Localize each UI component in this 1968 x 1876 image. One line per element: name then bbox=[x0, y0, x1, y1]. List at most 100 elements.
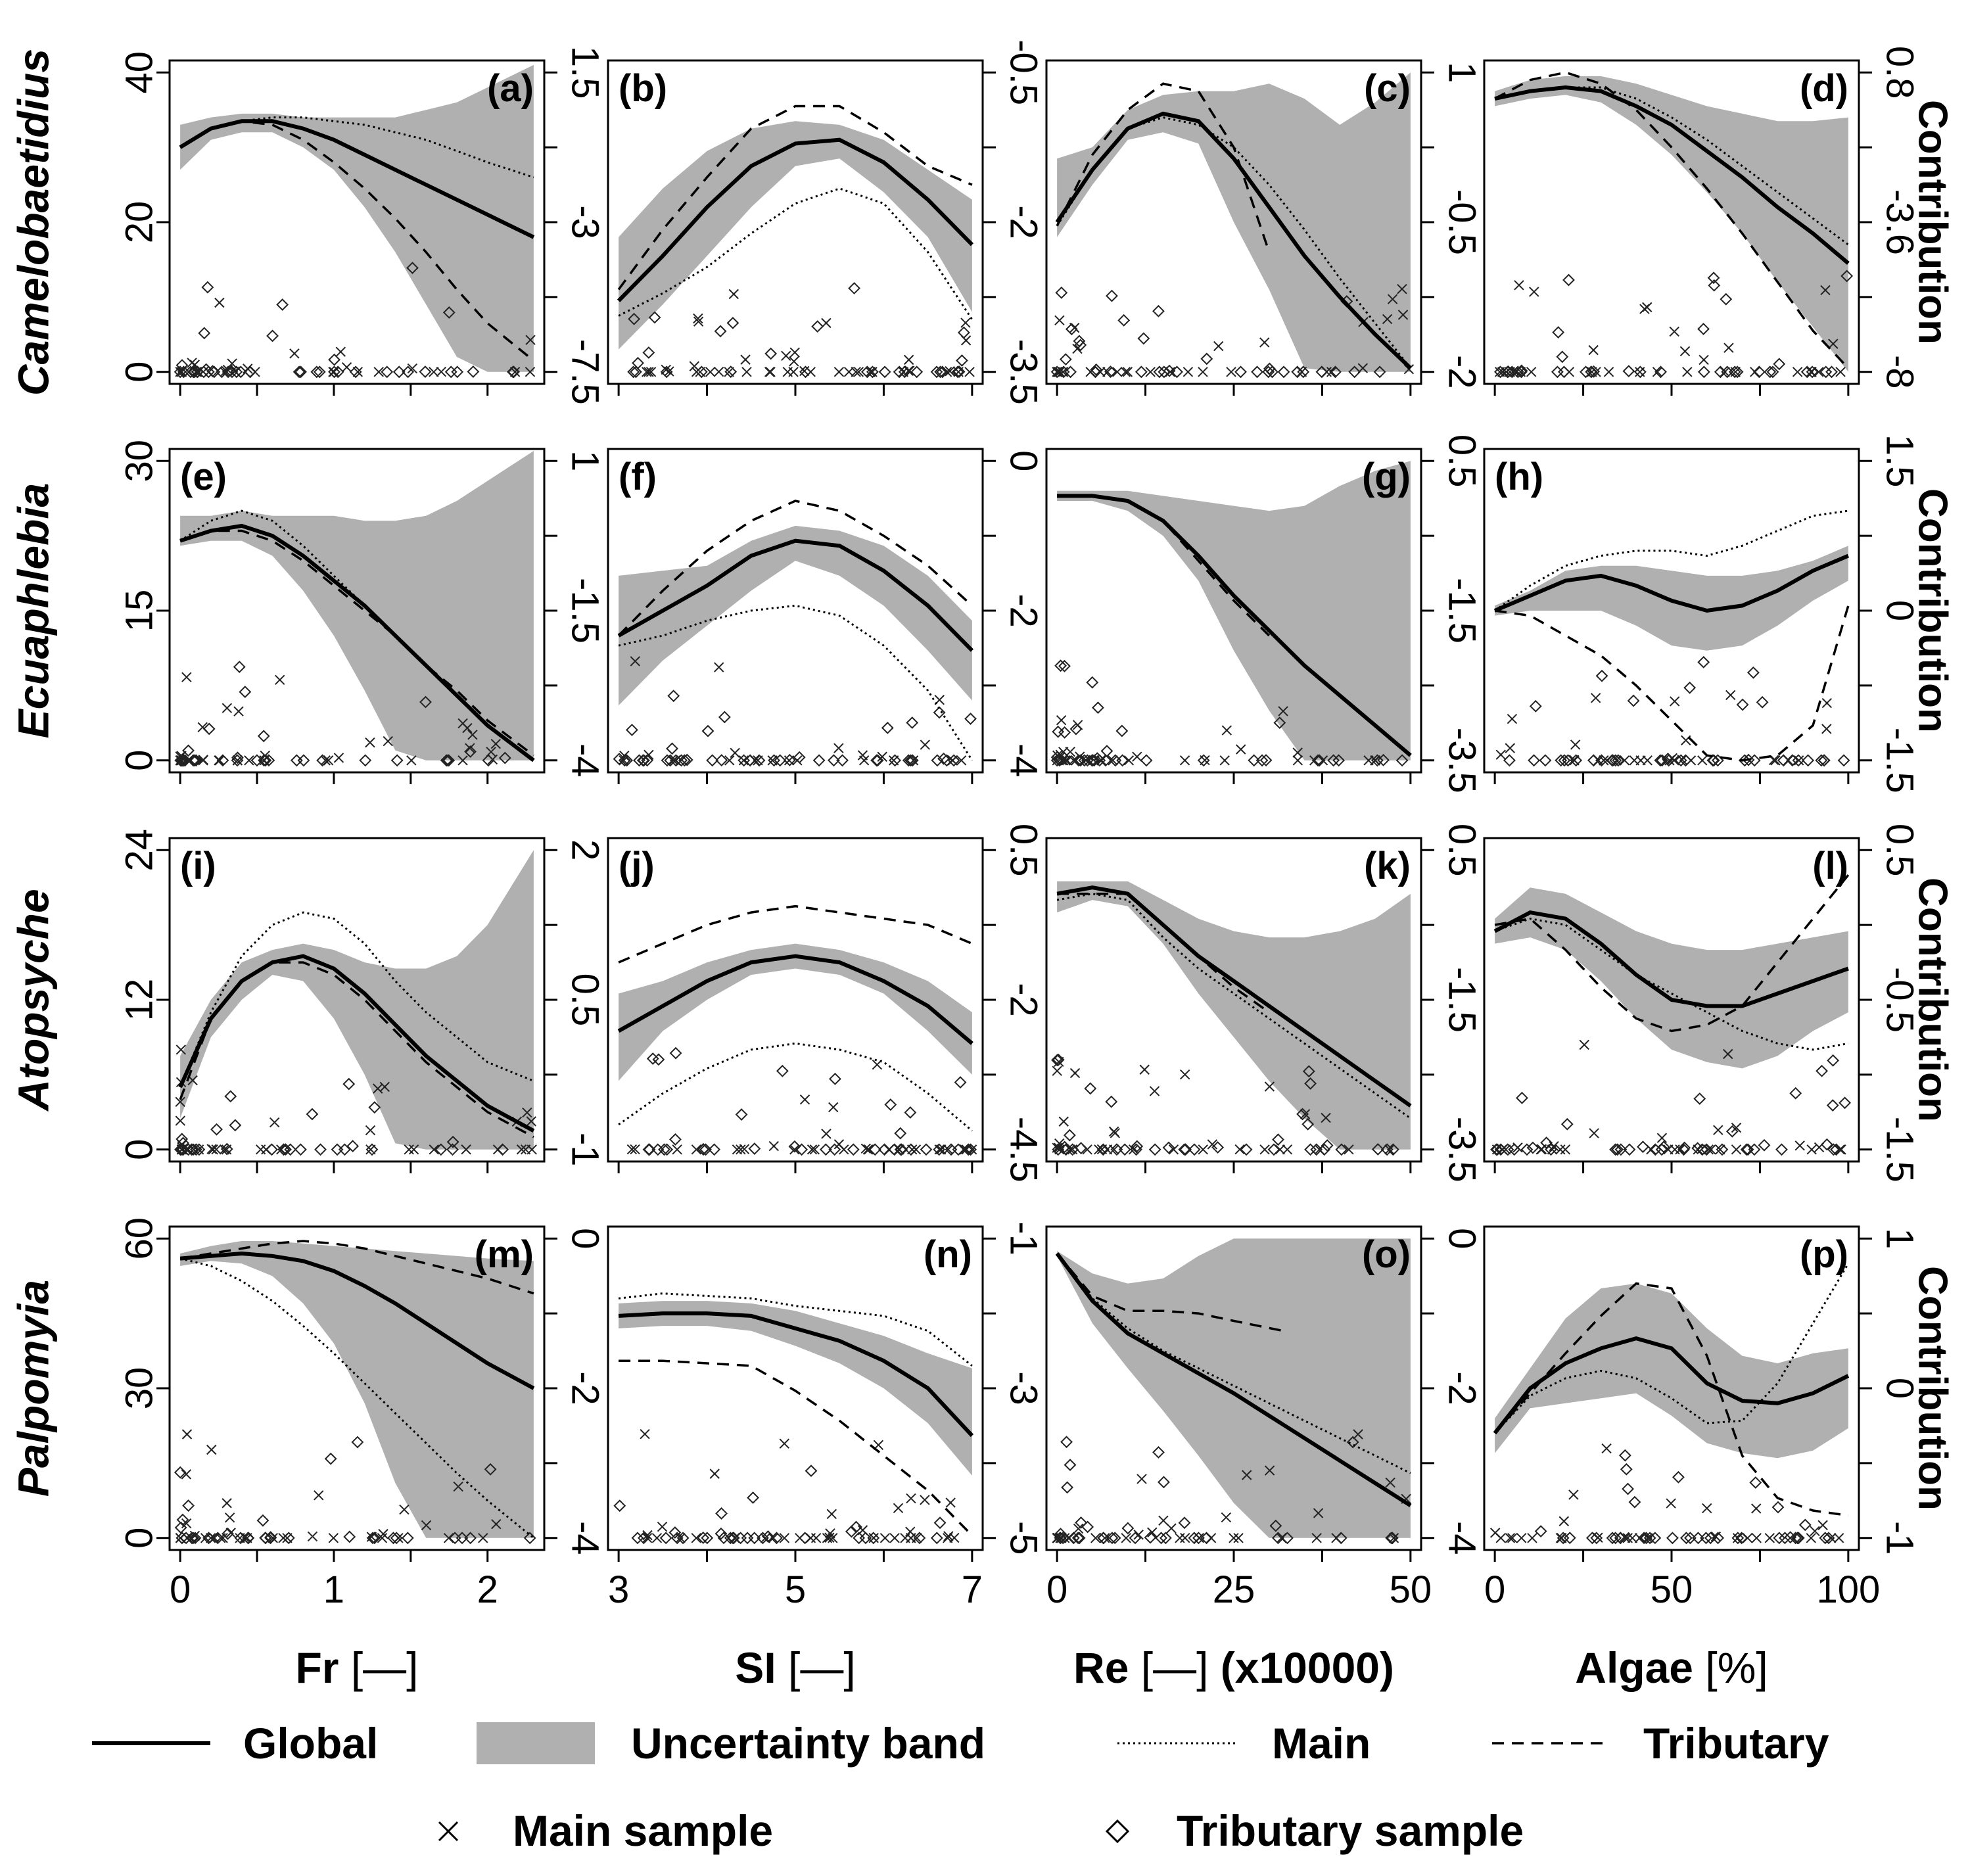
main-sample-point bbox=[1090, 1533, 1101, 1543]
main-sample-point bbox=[1732, 1533, 1743, 1543]
tributary-sample-point bbox=[1827, 1143, 1840, 1156]
row-title: Atopsyche bbox=[9, 889, 57, 1112]
main-sample-point bbox=[1166, 1523, 1177, 1534]
tributary-sample-point bbox=[1072, 754, 1085, 767]
main-sample-point bbox=[1060, 755, 1071, 766]
tributary-sample-point bbox=[1825, 365, 1838, 379]
tributary-sample-point bbox=[250, 754, 264, 767]
tributary-sample-point bbox=[1259, 754, 1273, 766]
main-sample-point bbox=[275, 674, 285, 686]
tributary-sample-point bbox=[222, 1527, 234, 1540]
main-sample-point bbox=[860, 1143, 872, 1154]
tributary-sample-point bbox=[310, 365, 323, 379]
main-sample-point bbox=[1353, 1429, 1363, 1440]
main-sample-point bbox=[1527, 1533, 1537, 1543]
main-sample-point bbox=[378, 1528, 388, 1539]
tributary-sample-point bbox=[859, 1532, 872, 1545]
tributary-sample-point bbox=[1251, 365, 1263, 379]
main-sample-point bbox=[1067, 1144, 1078, 1155]
tributary-sample-point bbox=[957, 326, 970, 339]
tributary-sample-point bbox=[1074, 339, 1087, 352]
tributary-sample-point bbox=[1666, 1532, 1679, 1545]
panel-label: (e) bbox=[180, 456, 227, 498]
right-tick-label: -4 bbox=[564, 743, 607, 778]
tributary-sample-point bbox=[1248, 754, 1261, 767]
tributary-sample-point bbox=[1116, 754, 1129, 767]
panel-label: (c) bbox=[1364, 67, 1411, 110]
tributary-sample-point bbox=[1587, 754, 1600, 767]
sample-points bbox=[1052, 1429, 1411, 1545]
main-sample-point bbox=[1634, 1533, 1645, 1543]
tributary-sample-point bbox=[945, 1143, 958, 1156]
main-sample-point bbox=[1219, 755, 1230, 766]
tributary-sample-point bbox=[313, 365, 326, 379]
tributary-sample-point bbox=[1386, 1143, 1399, 1156]
left-tick-label: 60 bbox=[118, 1217, 160, 1260]
x-axis-unit: [—] bbox=[351, 1643, 419, 1692]
tributary-sample-point bbox=[216, 365, 228, 379]
tributary-sample-point bbox=[633, 754, 645, 767]
main-sample-point bbox=[1820, 285, 1831, 296]
tributary-sample-point bbox=[1806, 365, 1819, 379]
main-sample-point bbox=[1713, 1125, 1723, 1135]
row-title: Ecuaphlebia bbox=[9, 483, 57, 739]
tributary-sample-point bbox=[1234, 365, 1247, 379]
main-sample-point bbox=[705, 367, 716, 377]
tributary-sample-point bbox=[697, 1143, 710, 1156]
main-sample-point bbox=[1102, 367, 1113, 377]
tributary-sample-point bbox=[956, 354, 968, 367]
main-sample-point bbox=[853, 367, 864, 377]
tributary-sample-point bbox=[1105, 1095, 1118, 1108]
tributary-sample-point bbox=[264, 1531, 277, 1543]
main-sample-point bbox=[1158, 1515, 1169, 1526]
right-tick-label: 1.5 bbox=[1879, 434, 1921, 488]
tributary-sample-point bbox=[1618, 1449, 1631, 1462]
main-sample-point bbox=[1703, 1144, 1714, 1155]
main-sample-point bbox=[1833, 1533, 1844, 1543]
main-sample-point bbox=[1560, 1144, 1571, 1155]
tributary-sample-point bbox=[1684, 1532, 1697, 1545]
tributary-sample-point bbox=[1380, 1143, 1394, 1156]
tributary-sample-point bbox=[1211, 1141, 1225, 1154]
main-sample-point bbox=[522, 1107, 532, 1118]
tributary-sample-point bbox=[1840, 270, 1854, 283]
main-sample-point bbox=[187, 358, 197, 368]
main-sample-point bbox=[945, 365, 955, 377]
main-sample-point bbox=[393, 1533, 404, 1543]
main-sample-point bbox=[211, 1144, 222, 1155]
main-sample-point bbox=[1073, 1523, 1084, 1534]
tributary-sample-point bbox=[1692, 1532, 1704, 1545]
right-tick-label: -0.5 bbox=[1879, 967, 1921, 1033]
main-sample-point bbox=[525, 335, 536, 345]
x-axis-label: SI [—] bbox=[735, 1643, 855, 1692]
tributary-sample-point bbox=[1061, 1481, 1074, 1494]
tributary-sample-point bbox=[669, 1046, 682, 1060]
main-sample-point bbox=[491, 1518, 502, 1530]
tributary-sample-point bbox=[1627, 694, 1640, 707]
main-sample-point bbox=[825, 1528, 835, 1539]
main-sample-point bbox=[1516, 1533, 1527, 1543]
main-sample-point bbox=[1619, 755, 1630, 766]
sample-points bbox=[627, 282, 975, 379]
panel-f: (f) -4 -2 0 bbox=[607, 448, 1045, 784]
tributary-sample-point bbox=[1291, 365, 1304, 379]
tributary-sample-point bbox=[282, 1532, 295, 1545]
main-sample-point bbox=[1072, 343, 1083, 354]
main-sample-point bbox=[642, 367, 652, 377]
main-sample-point bbox=[206, 1444, 217, 1455]
main-sample-point bbox=[1742, 1533, 1753, 1543]
main-sample-point bbox=[1183, 367, 1194, 377]
main-sample-point bbox=[328, 1533, 339, 1543]
panel-d: (d) -8 -3.6 0.8 bbox=[1483, 46, 1921, 396]
tributary-sample-point bbox=[1086, 676, 1099, 689]
tributary-sample-point bbox=[642, 346, 655, 359]
main-sample-point bbox=[1821, 724, 1832, 734]
tributary-sample-point bbox=[1555, 754, 1568, 767]
tributary-sample-point bbox=[294, 1143, 307, 1156]
main-sample-point bbox=[1241, 1470, 1252, 1480]
tributary-sample-point bbox=[1792, 754, 1805, 767]
tributary-sample-point bbox=[1240, 1143, 1253, 1156]
main-sample-point bbox=[906, 1493, 916, 1504]
left-tick-label: 0 bbox=[118, 362, 160, 383]
main-sample-point bbox=[642, 1533, 653, 1543]
